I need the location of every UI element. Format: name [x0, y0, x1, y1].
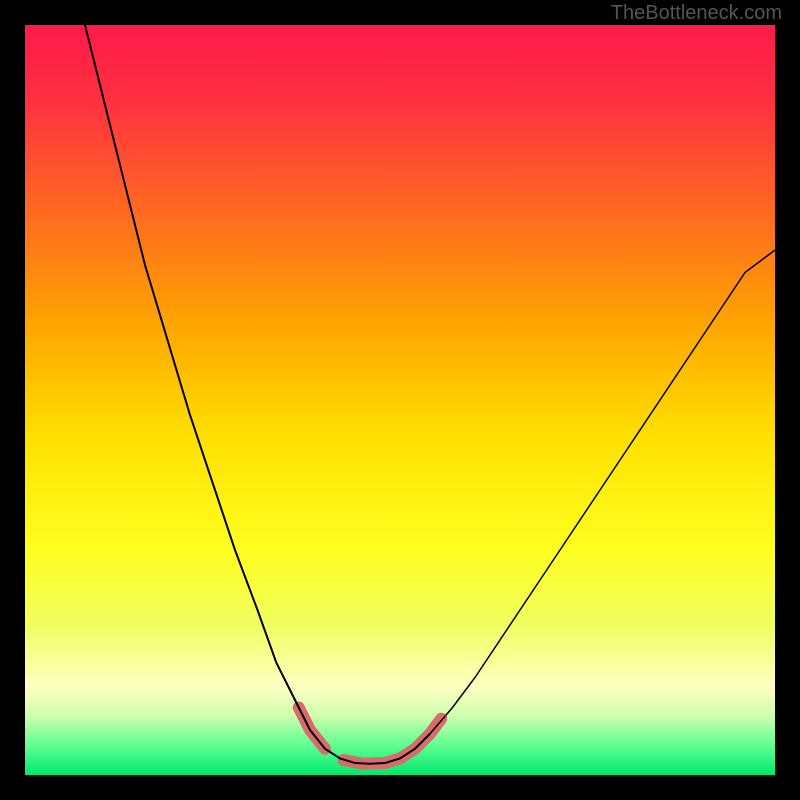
chart-svg	[25, 25, 775, 775]
chart-plot-area	[25, 25, 775, 775]
watermark-text: TheBottleneck.com	[611, 2, 782, 25]
chart-background	[25, 25, 775, 775]
